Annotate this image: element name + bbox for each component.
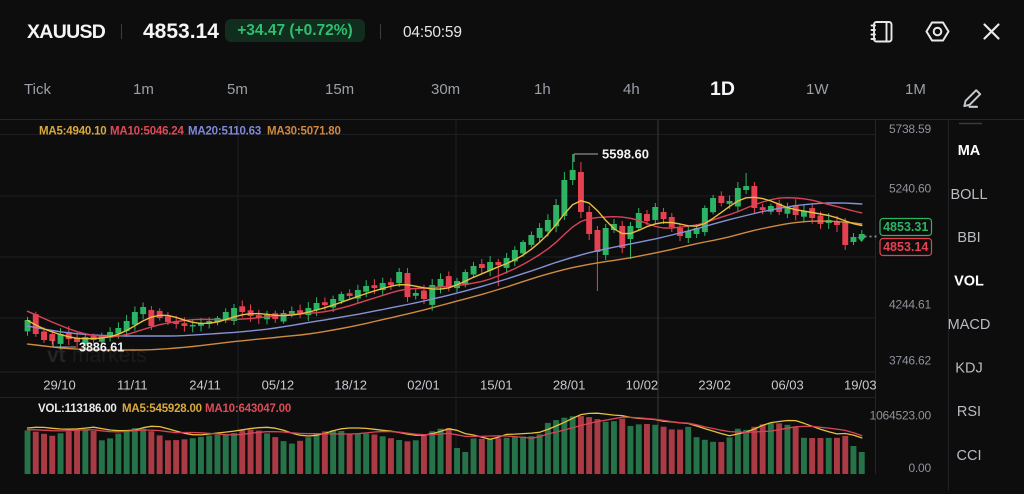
svg-text:0.00: 0.00	[908, 461, 931, 475]
svg-text:24/11: 24/11	[189, 378, 221, 393]
svg-text:19/03: 19/03	[844, 378, 877, 393]
svg-text:MA: MA	[958, 143, 981, 159]
svg-text:15/01: 15/01	[480, 378, 513, 393]
svg-text:18/12: 18/12	[334, 378, 367, 393]
svg-text:KDJ: KDJ	[955, 361, 982, 377]
svg-text:BBI: BBI	[957, 230, 980, 246]
svg-text:06/03: 06/03	[771, 378, 804, 393]
svg-text:29/10: 29/10	[43, 378, 76, 393]
svg-text:02/01: 02/01	[407, 378, 440, 393]
svg-text:MA30:5071.80: MA30:5071.80	[267, 126, 341, 138]
svg-text:3886.61: 3886.61	[79, 341, 124, 355]
svg-text:10/02: 10/02	[626, 378, 659, 393]
svg-text:MACD: MACD	[948, 317, 991, 333]
svg-text:28/01: 28/01	[553, 378, 586, 393]
svg-text:MA5:545928.00: MA5:545928.00	[122, 403, 202, 415]
svg-text:VOL:113186.00: VOL:113186.00	[38, 403, 117, 415]
svg-text:BOLL: BOLL	[950, 187, 987, 203]
svg-text:11/11: 11/11	[117, 378, 148, 393]
svg-text:5240.60: 5240.60	[889, 182, 932, 196]
svg-text:MA20:5110.63: MA20:5110.63	[188, 126, 261, 138]
svg-text:VOL: VOL	[954, 274, 984, 290]
svg-text:4853.14: 4853.14	[883, 240, 928, 254]
svg-text:MA5:4940.10: MA5:4940.10	[39, 126, 106, 138]
svg-text:5598.60: 5598.60	[602, 147, 649, 162]
svg-text:MA10:643047.00: MA10:643047.00	[205, 403, 291, 415]
svg-text:23/02: 23/02	[698, 378, 731, 393]
svg-text:vt: vt	[47, 344, 66, 367]
svg-text:4244.61: 4244.61	[889, 298, 932, 312]
svg-text:3746.62: 3746.62	[889, 354, 932, 368]
svg-text:1064523.00: 1064523.00	[870, 409, 932, 423]
svg-text:05/12: 05/12	[262, 378, 295, 393]
svg-text:4853.31: 4853.31	[883, 220, 928, 234]
svg-text:5738.59: 5738.59	[889, 122, 932, 136]
svg-text:MA10:5046.24: MA10:5046.24	[110, 126, 184, 138]
svg-text:RSI: RSI	[957, 404, 981, 420]
svg-text:CCI: CCI	[957, 448, 982, 464]
